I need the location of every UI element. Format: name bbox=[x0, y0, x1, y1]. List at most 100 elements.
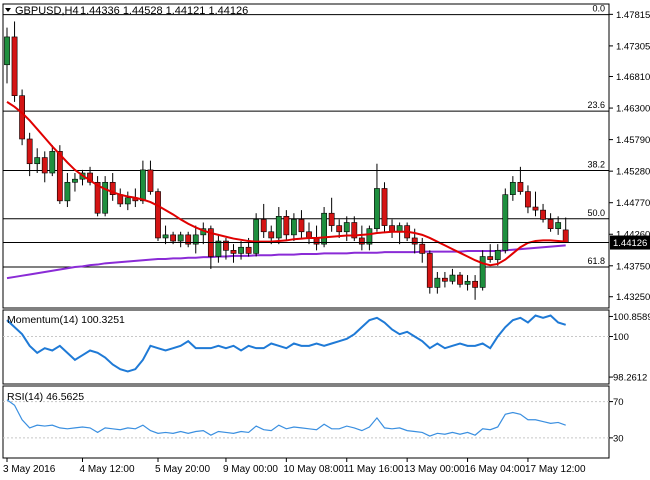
candle-up bbox=[72, 173, 78, 192]
price-tick-label: 1.44260 bbox=[616, 230, 650, 241]
candle-up bbox=[275, 207, 282, 245]
momentum-line bbox=[6, 314, 566, 373]
candle-body bbox=[411, 237, 418, 245]
candle-up bbox=[502, 188, 509, 254]
sma-fast-line bbox=[6, 101, 566, 267]
candle-body bbox=[366, 228, 373, 245]
candle-body bbox=[147, 169, 154, 192]
candle-body bbox=[540, 209, 546, 220]
candle-down bbox=[547, 213, 554, 232]
price-tick-label: 1.46300 bbox=[616, 104, 650, 115]
candle-body bbox=[479, 256, 486, 288]
candle-body bbox=[290, 219, 297, 236]
price-tick-label: 1.47305 bbox=[616, 41, 650, 52]
price-tick-label: 1.45790 bbox=[616, 135, 650, 146]
momentum-label: Momentum(14) 100.3251 bbox=[7, 314, 125, 326]
candle-up bbox=[238, 241, 244, 260]
candle-down bbox=[336, 219, 343, 238]
candle-body bbox=[525, 191, 531, 208]
rsi-tick-label: 30 bbox=[613, 433, 624, 444]
candle-up bbox=[290, 213, 297, 242]
candle-up bbox=[34, 148, 41, 174]
candle-body bbox=[215, 240, 222, 257]
candle-up bbox=[449, 268, 456, 285]
candle-down bbox=[381, 182, 388, 232]
candle-body bbox=[509, 181, 516, 195]
candle-body bbox=[351, 222, 358, 239]
candle-up bbox=[494, 244, 501, 266]
candle-down bbox=[487, 244, 494, 263]
candle-up bbox=[374, 163, 380, 232]
candle-body bbox=[532, 206, 539, 211]
current-price-label: 1.44126 bbox=[613, 238, 647, 249]
candle-body bbox=[64, 181, 71, 202]
candle-body bbox=[170, 234, 176, 242]
candle-body bbox=[49, 151, 56, 174]
candle-body bbox=[26, 138, 33, 165]
candle-up bbox=[215, 234, 222, 263]
current-price-box bbox=[610, 235, 650, 250]
price-tick-label: 1.46810 bbox=[616, 72, 650, 83]
candle-body bbox=[487, 256, 494, 260]
candle-body bbox=[56, 151, 63, 202]
candle-down bbox=[351, 216, 358, 242]
candle-down bbox=[328, 197, 335, 232]
current-price-tag: 1.44126 bbox=[3, 235, 650, 250]
candle-body bbox=[555, 222, 562, 229]
candle-body bbox=[472, 280, 478, 288]
candle-down bbox=[155, 188, 161, 242]
candle-down bbox=[147, 160, 154, 195]
time-tick-label: 4 May 12:00 bbox=[80, 464, 135, 475]
candle-body bbox=[268, 231, 275, 239]
price-pane-frame bbox=[2, 3, 610, 309]
candle-body bbox=[419, 243, 426, 254]
candle-body bbox=[275, 216, 282, 239]
candle-body bbox=[517, 181, 524, 192]
candle-down bbox=[441, 271, 448, 288]
price-axis: 1.47815 1.47305 1.46810 1.46300 1.45790 1.452… bbox=[609, 10, 650, 303]
rsi-label: RSI(14) 46.5625 bbox=[7, 391, 84, 403]
candle-body bbox=[124, 197, 131, 205]
candle-body bbox=[185, 234, 192, 245]
candle-up bbox=[177, 231, 184, 248]
candle-up bbox=[343, 216, 350, 242]
candle-body bbox=[155, 191, 161, 239]
candle-body bbox=[245, 246, 252, 254]
rsi-tick-label: 70 bbox=[613, 397, 624, 408]
candle-body bbox=[238, 246, 244, 254]
price-tick-label: 1.47815 bbox=[616, 10, 650, 21]
candle-up bbox=[321, 207, 327, 248]
candle-up bbox=[509, 176, 516, 201]
fib-level-label: 23.6 bbox=[587, 100, 605, 110]
candle-up bbox=[366, 225, 373, 251]
candle-body bbox=[109, 181, 116, 195]
rsi-line bbox=[6, 399, 566, 437]
time-tick-label: 11 May 16:00 bbox=[344, 464, 404, 475]
candle-down bbox=[532, 191, 539, 217]
candle-body bbox=[374, 188, 380, 229]
candle-down bbox=[260, 203, 267, 238]
candle-body bbox=[223, 240, 229, 251]
candle-up bbox=[253, 213, 260, 257]
rsi-indicator: 70 30 bbox=[3, 397, 624, 444]
candle-down bbox=[19, 89, 25, 146]
candle-body bbox=[260, 219, 267, 233]
momentum-tick-label: 98.2612 bbox=[613, 373, 647, 384]
time-axis: 3 May 2016 4 May 12:00 5 May 20:00 9 May 00… bbox=[3, 458, 586, 475]
candle-down bbox=[517, 166, 524, 195]
candle-down bbox=[525, 185, 531, 214]
symbol-title: GBPUSD,H4 bbox=[15, 5, 79, 17]
fib-level-label: 61.8 bbox=[587, 256, 605, 266]
candle-body bbox=[457, 274, 463, 285]
candle-body bbox=[381, 188, 388, 226]
candle-down bbox=[298, 210, 305, 238]
candle-body bbox=[321, 212, 327, 245]
time-tick-label: 5 May 20:00 bbox=[155, 464, 210, 475]
time-tick-label: 13 May 00:00 bbox=[404, 464, 465, 475]
candle-down bbox=[109, 173, 116, 201]
candle-down bbox=[358, 225, 365, 251]
candle-up bbox=[479, 250, 486, 291]
triangle-down-icon[interactable] bbox=[5, 8, 11, 12]
candle-body bbox=[283, 216, 290, 236]
